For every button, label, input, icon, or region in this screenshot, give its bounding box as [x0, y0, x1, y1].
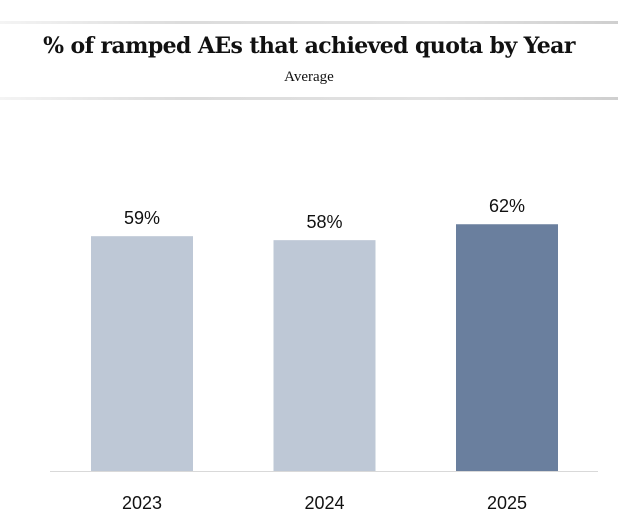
header-divider [0, 97, 618, 100]
data-label-2025: 62% [489, 196, 525, 216]
x-tick-label-2025: 2025 [487, 493, 527, 513]
x-tick-label-2023: 2023 [122, 493, 162, 513]
data-label-2024: 58% [306, 212, 342, 232]
chart-subtitle: Average [284, 69, 334, 85]
chart-title: % of ramped AEs that achieved quota by Y… [43, 33, 575, 59]
bar-2025 [456, 224, 558, 471]
bar-2024 [273, 240, 376, 471]
data-label-2023: 59% [124, 208, 160, 228]
bar-2023 [91, 236, 193, 471]
x-tick-label-2024: 2024 [304, 493, 344, 513]
top-divider [0, 21, 618, 24]
